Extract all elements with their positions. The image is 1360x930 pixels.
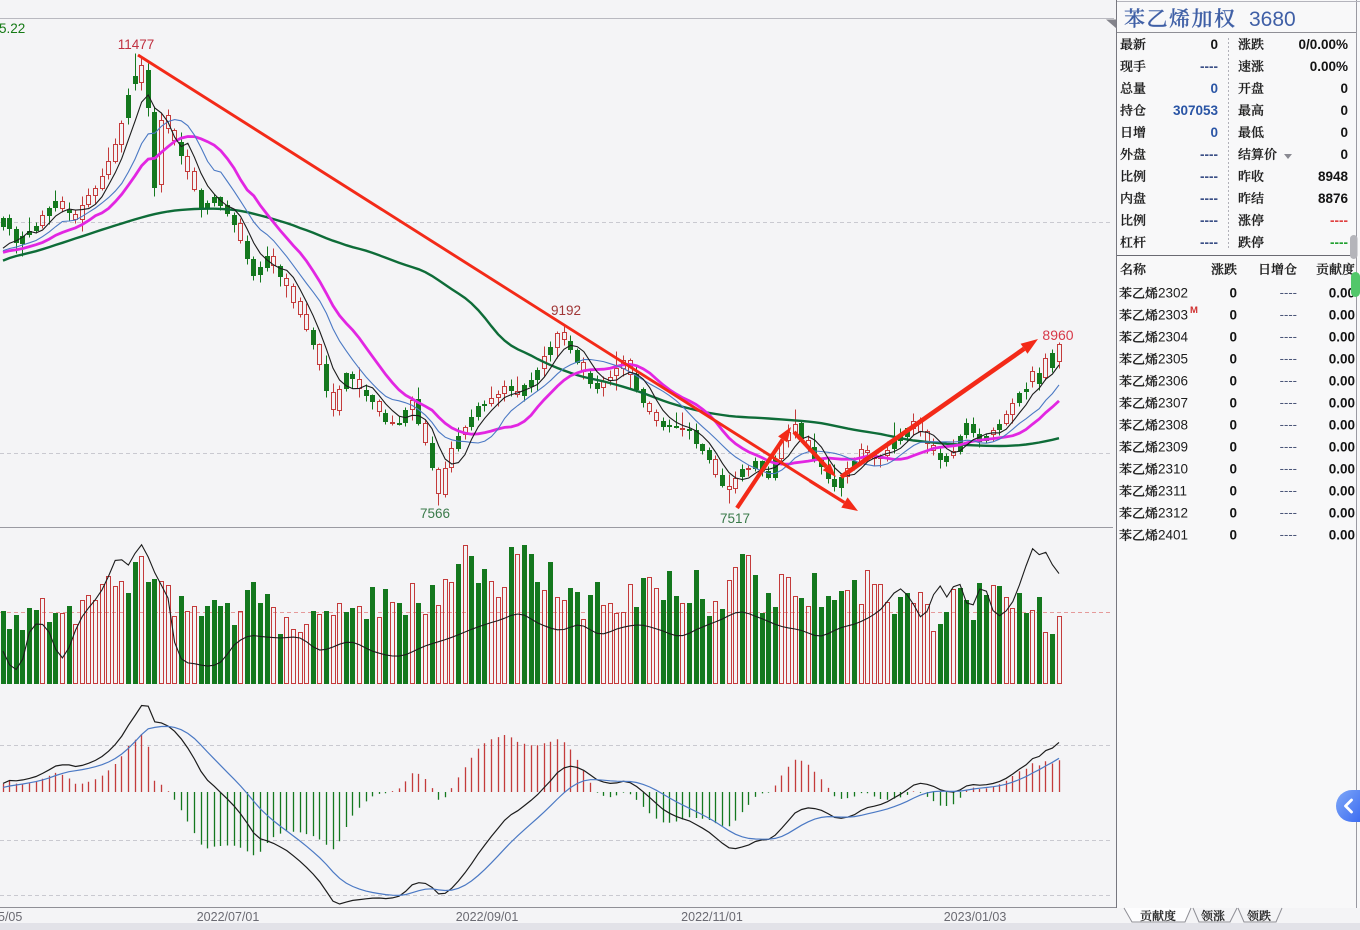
svg-text:0: 0 [1229,352,1237,367]
svg-text:----: ---- [1280,439,1297,454]
svg-text:0: 0 [1229,330,1237,345]
svg-text:0: 0 [1229,286,1237,301]
svg-text:2306: 2306 [1158,374,1188,389]
svg-text:2022/09/01: 2022/09/01 [456,910,519,924]
svg-text:2304: 2304 [1158,330,1189,345]
svg-text:----: ---- [1200,191,1218,206]
svg-text:0: 0 [1229,484,1237,499]
svg-text:0.00%: 0.00% [1310,59,1348,74]
svg-text:0.00: 0.00 [1329,352,1355,367]
svg-text:----: ---- [1200,169,1218,184]
svg-text:0: 0 [1340,81,1348,96]
svg-text:0.00: 0.00 [1329,286,1355,301]
svg-text:2307: 2307 [1158,396,1188,411]
svg-text:0.00: 0.00 [1329,396,1355,411]
svg-text:0.00: 0.00 [1329,528,1355,543]
svg-text:----: ---- [1280,395,1297,410]
svg-text:2022/07/01: 2022/07/01 [197,910,260,924]
svg-text:----: ---- [1280,285,1297,300]
svg-text:8948: 8948 [1318,169,1349,184]
svg-text:0: 0 [1210,125,1218,140]
svg-text:5/05: 5/05 [0,910,22,924]
svg-text:----: ---- [1280,329,1297,344]
svg-text:0: 0 [1210,81,1218,96]
svg-text:0: 0 [1229,506,1237,521]
svg-text:0: 0 [1340,103,1348,118]
svg-text:0.00: 0.00 [1329,418,1355,433]
svg-text:7566: 7566 [420,506,450,521]
svg-text:2302: 2302 [1158,286,1188,301]
svg-text:0: 0 [1229,528,1237,543]
svg-text:0: 0 [1229,440,1237,455]
svg-text:0: 0 [1340,125,1348,140]
svg-text:0: 0 [1229,396,1237,411]
svg-text:0.00: 0.00 [1329,374,1355,389]
svg-text:5.22: 5.22 [0,21,25,36]
svg-text:----: ---- [1200,235,1218,250]
svg-text:2310: 2310 [1158,462,1188,477]
svg-text:0/0.00%: 0/0.00% [1298,37,1348,52]
svg-text:0.00: 0.00 [1329,484,1355,499]
svg-text:----: ---- [1280,527,1297,542]
svg-text:0.00: 0.00 [1329,440,1355,455]
svg-text:0.00: 0.00 [1329,462,1355,477]
svg-text:----: ---- [1280,307,1297,322]
svg-text:8876: 8876 [1318,191,1349,206]
svg-text:7517: 7517 [720,511,750,526]
svg-text:0: 0 [1229,418,1237,433]
svg-text:----: ---- [1280,461,1297,476]
svg-text:----: ---- [1280,351,1297,366]
svg-text:0: 0 [1340,147,1348,162]
svg-text:307053: 307053 [1173,103,1219,118]
svg-text:2309: 2309 [1158,440,1188,455]
svg-text:----: ---- [1280,483,1297,498]
svg-text:11477: 11477 [118,37,155,52]
svg-text:2312: 2312 [1158,506,1188,521]
svg-text:0.00: 0.00 [1329,308,1355,323]
svg-text:2023/01/03: 2023/01/03 [944,910,1007,924]
svg-text:2303: 2303 [1158,308,1188,323]
svg-text:----: ---- [1200,213,1218,228]
svg-text:0.00: 0.00 [1329,330,1355,345]
svg-text:----: ---- [1280,505,1297,520]
svg-text:0: 0 [1229,308,1237,323]
svg-text:0: 0 [1229,374,1237,389]
svg-text:0.00: 0.00 [1329,506,1355,521]
svg-text:----: ---- [1280,373,1297,388]
svg-text:----: ---- [1200,147,1218,162]
svg-text:----: ---- [1200,59,1218,74]
svg-text:0: 0 [1210,37,1218,52]
svg-text:3680: 3680 [1249,8,1296,31]
svg-text:----: ---- [1330,235,1348,250]
svg-text:----: ---- [1330,213,1348,228]
svg-text:2311: 2311 [1158,484,1187,499]
svg-text:2308: 2308 [1158,418,1188,433]
svg-text:9192: 9192 [551,303,581,318]
svg-text:M: M [1190,305,1198,316]
svg-text:2305: 2305 [1158,352,1188,367]
svg-text:2401: 2401 [1158,528,1188,543]
svg-text:----: ---- [1280,417,1297,432]
svg-text:2022/11/01: 2022/11/01 [681,910,743,924]
svg-text:8960: 8960 [1042,327,1073,343]
svg-text:0: 0 [1229,462,1237,477]
